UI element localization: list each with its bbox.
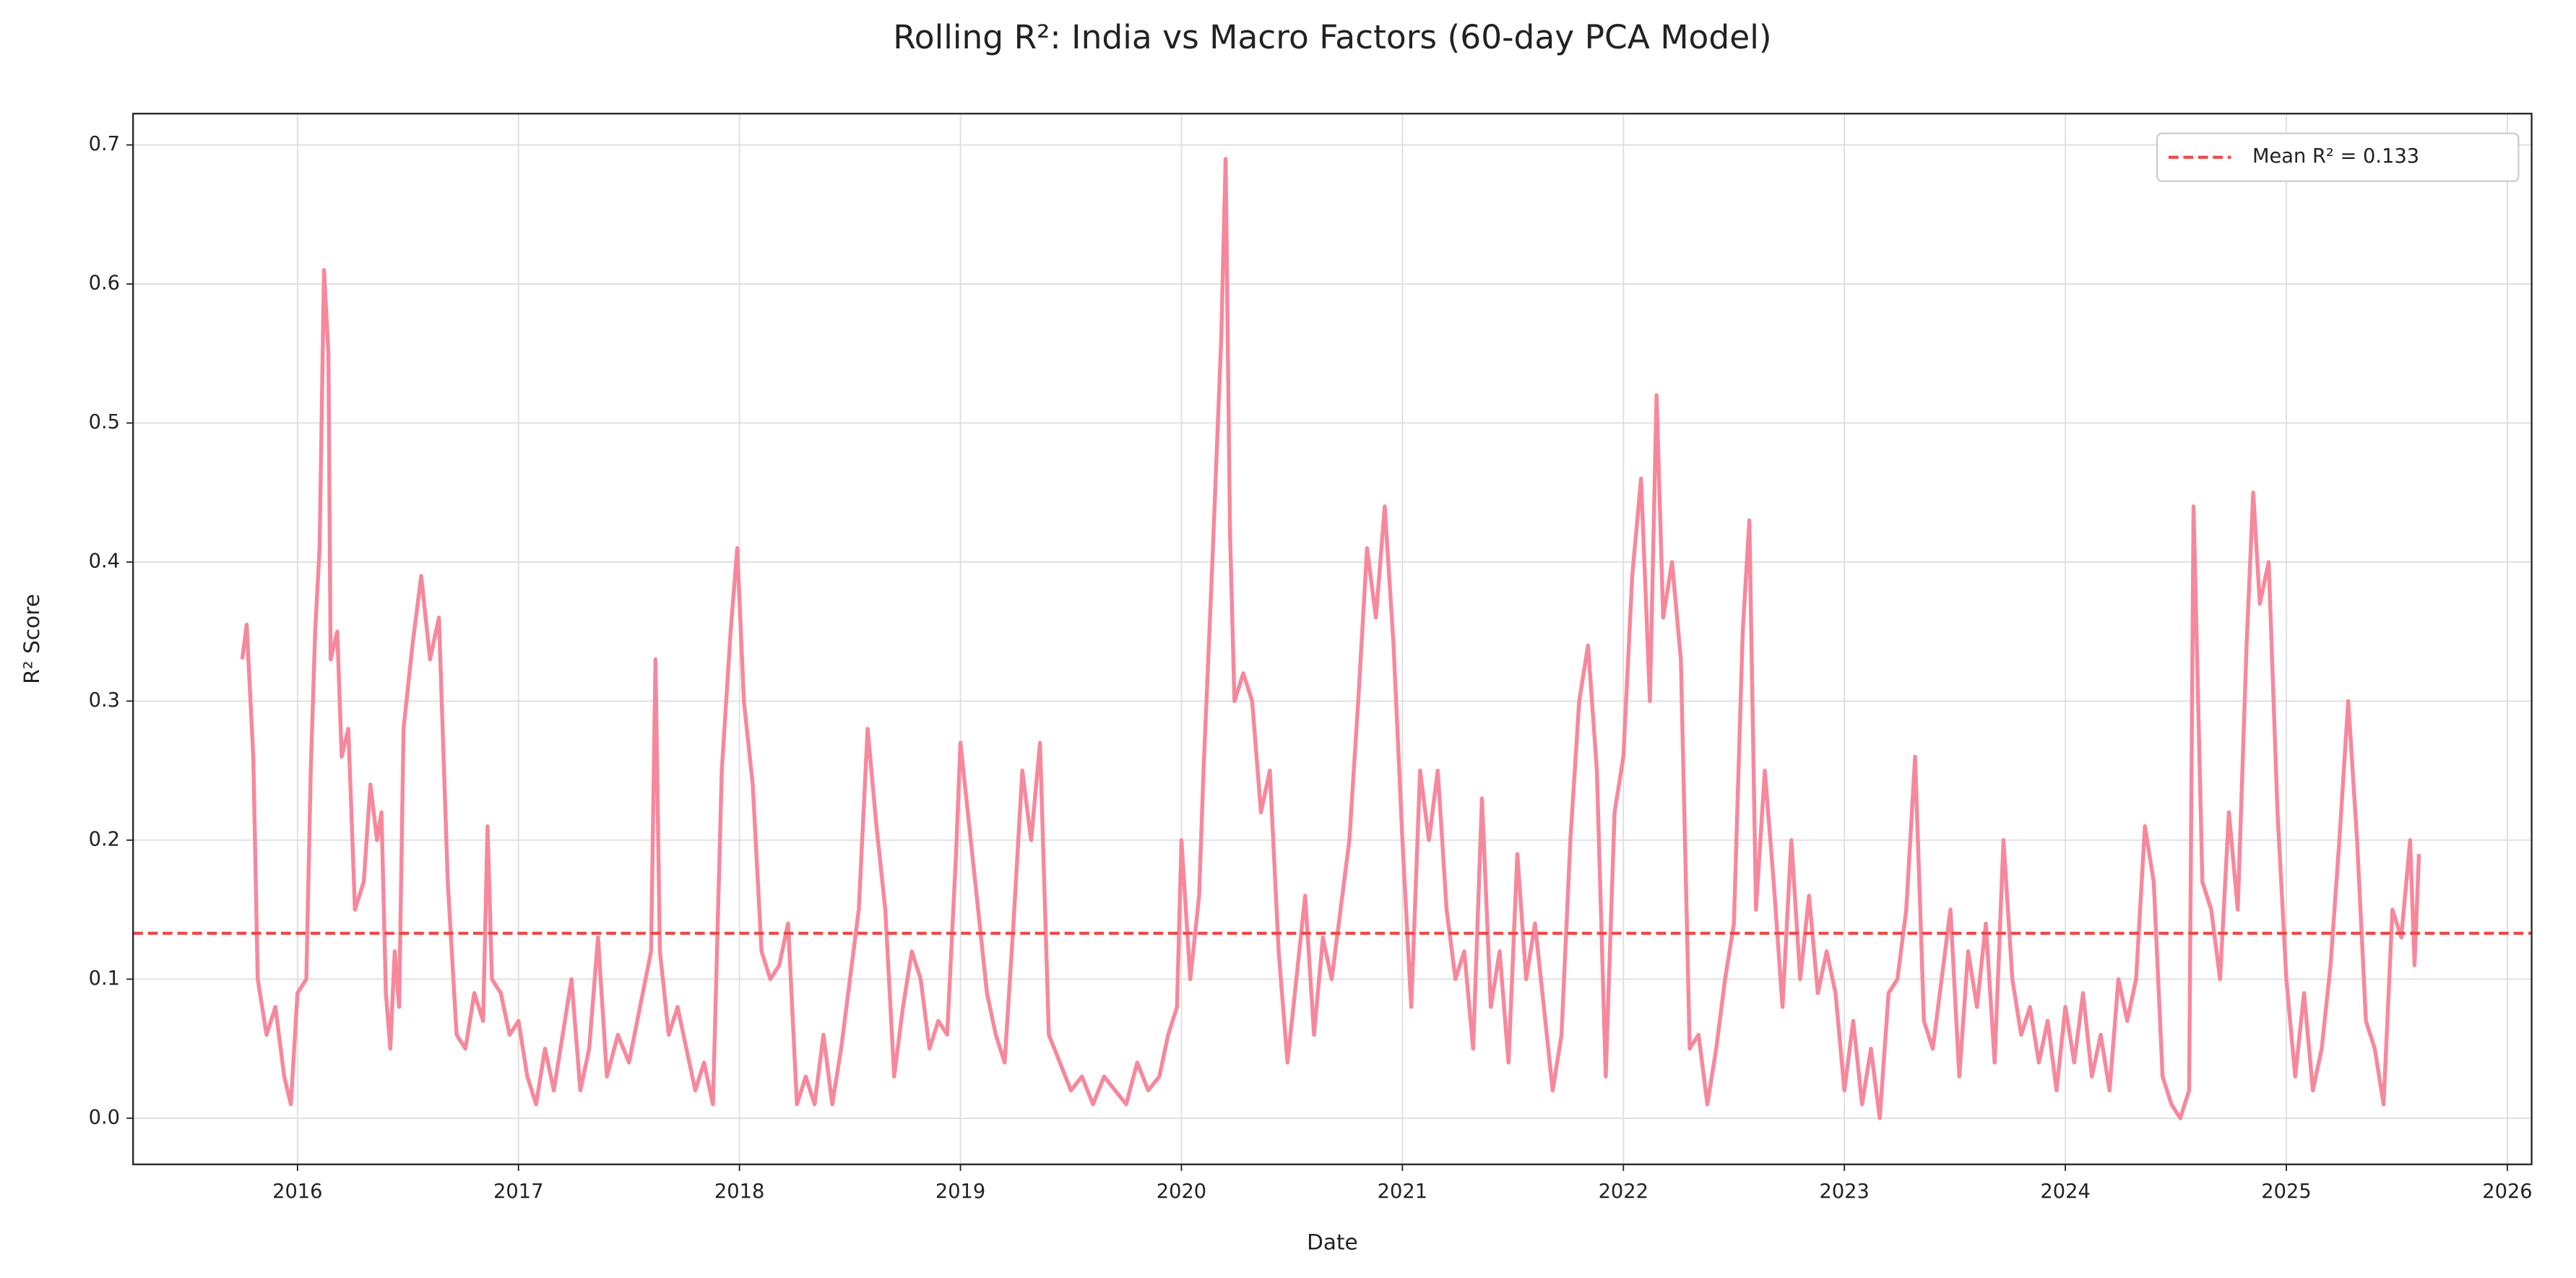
legend-box xyxy=(2156,132,2520,182)
y-tick-label: 0.7 xyxy=(89,133,120,155)
y-tick-label: 0.4 xyxy=(89,550,120,572)
y-tick-label: 0.1 xyxy=(89,967,120,990)
x-tick-label: 2021 xyxy=(1378,1180,1427,1203)
x-tick-label: 2024 xyxy=(2040,1180,2090,1203)
y-axis-label: R² Score xyxy=(20,594,44,684)
y-tick-label: 0.5 xyxy=(89,411,120,433)
y-tick-label: 0.6 xyxy=(89,272,120,295)
x-axis-label: Date xyxy=(1307,1230,1358,1255)
y-tick-label: 0.2 xyxy=(89,828,120,850)
x-tick-label: 2026 xyxy=(2482,1180,2532,1203)
data-line xyxy=(240,157,2421,1121)
x-tick-label: 2020 xyxy=(1157,1180,1206,1203)
x-tick-label: 2023 xyxy=(1819,1180,1869,1203)
y-tick-label: 0.0 xyxy=(89,1106,120,1128)
x-tick-label: 2017 xyxy=(493,1180,543,1203)
y-tick-label: 0.3 xyxy=(89,689,120,712)
plot-frame xyxy=(132,113,2533,1165)
x-tick-label: 2018 xyxy=(714,1180,764,1203)
x-tick-label: 2016 xyxy=(272,1180,322,1203)
legend-label: Mean R² = 0.133 xyxy=(2252,145,2419,168)
x-tick-label: 2025 xyxy=(2261,1180,2311,1203)
chart-title: Rolling R²: India vs Macro Factors (60-d… xyxy=(893,18,1771,56)
x-tick-label: 2022 xyxy=(1599,1180,1648,1203)
x-tick-label: 2019 xyxy=(935,1180,985,1203)
